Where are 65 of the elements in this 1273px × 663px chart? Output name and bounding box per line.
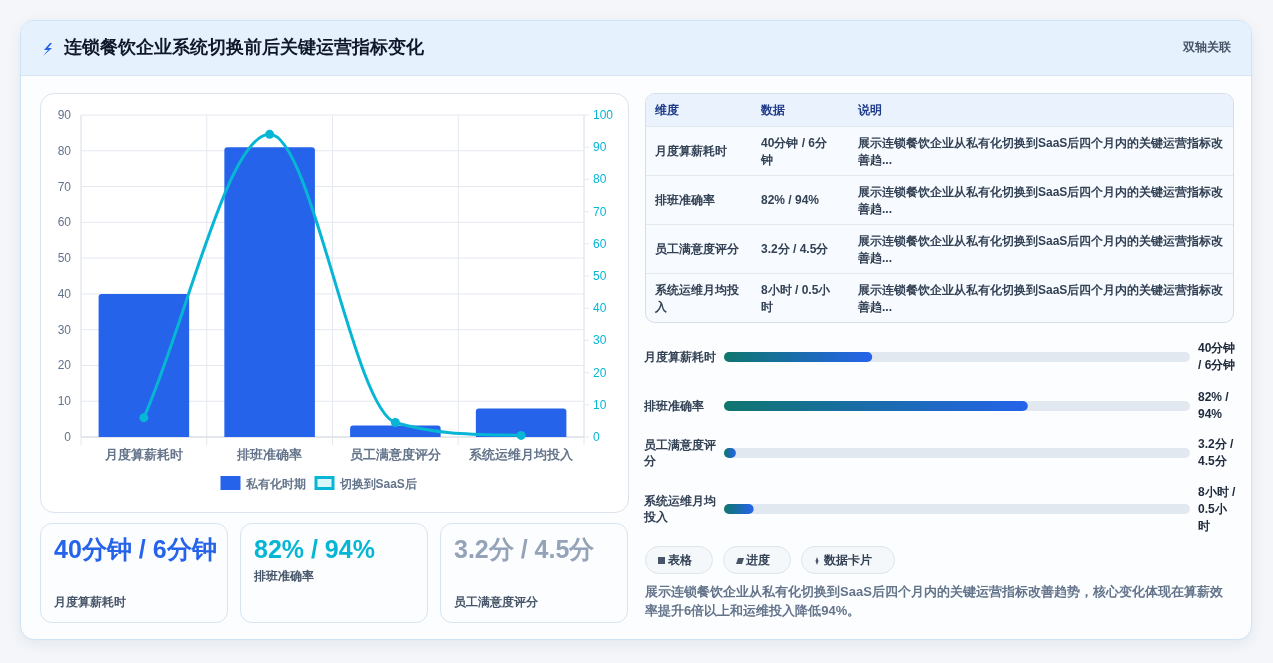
x-tick-label: 月度算薪耗时 [103, 447, 183, 462]
y-tick-label: 80 [57, 143, 72, 158]
y2-tick-label: 50 [593, 269, 607, 283]
data-label: 40分钟 / 6分钟 [1198, 340, 1237, 374]
bar [98, 293, 190, 437]
y2-tick-label: 30 [593, 333, 607, 348]
y-tick-label: 60 [57, 215, 72, 230]
text: 8小时 / 0.5小时 [761, 281, 832, 316]
data-label: 3.2分 / 4.5分 [1198, 436, 1235, 470]
text: 员工满意度评分 [454, 594, 539, 611]
x-tick-label: 排班准确率 [236, 447, 303, 462]
text: 数据 [761, 101, 786, 119]
y-tick-label: 90 [57, 108, 72, 122]
y-tick-label: 排班准确率 [644, 398, 705, 415]
y-tick-label: 系统运维月均投入 [644, 493, 717, 526]
y2-tick-label: 40 [593, 301, 607, 316]
bar [475, 408, 567, 437]
text: 82% / 94% [254, 535, 375, 563]
text: 说明 [858, 101, 883, 119]
text: 展示连锁餐饮企业从私有化切换到SaaS后四个月内的关键运营指标改善趋... [858, 183, 1225, 218]
y-tick-label: 30 [57, 322, 72, 337]
y-tick-label: 0 [64, 430, 72, 444]
y2-tick-label: 90 [593, 140, 607, 155]
text: 展示连锁餐饮企业从私有化切换到SaaS后四个月内的关键运营指标改善趋... [858, 281, 1225, 316]
text: 月度算薪耗时 [655, 143, 728, 160]
text: 数据卡片 [824, 552, 873, 569]
y-tick-label: 50 [57, 251, 72, 266]
chart-title: 连锁餐饮企业系统切换前后关键运营指标变化 [64, 36, 425, 59]
text: 展示连锁餐饮企业从私有化切换到SaaS后四个月内的关键运营指标改善趋... [858, 232, 1225, 267]
y2-tick-label: 10 [593, 397, 607, 412]
y2-tick-label: 0 [593, 430, 600, 444]
text: 40分钟 / 6分钟 [761, 134, 829, 169]
y2-tick-label: 20 [593, 365, 607, 380]
point [516, 430, 526, 440]
text: 进度 [746, 552, 771, 569]
text: 表格 [668, 552, 693, 569]
y-tick-label: 10 [57, 394, 72, 409]
y-tick-label: 20 [57, 358, 72, 373]
y-tick-label: 40 [57, 286, 72, 301]
y2-tick-label: 60 [593, 236, 607, 251]
text: 维度 [655, 101, 680, 119]
point [390, 418, 400, 428]
y2-tick-label: 100 [593, 108, 614, 122]
text: 展示连锁餐饮企业从私有化切换到SaaS后四个月内的关键运营指标改善趋... [858, 134, 1225, 169]
legend-label: 私有化时期 [244, 477, 306, 491]
point [139, 413, 149, 423]
x-tick-label: 员工满意度评分 [349, 447, 442, 462]
data-label: 82% / 94% [1198, 389, 1230, 423]
y-tick-label: 月度算薪耗时 [644, 349, 717, 366]
text: 双轴关联 [1182, 39, 1231, 56]
data-label: 8小时 / 0.5小时 [1198, 483, 1237, 535]
text: 82% / 94% [761, 192, 821, 209]
y-tick-label: 70 [57, 179, 72, 194]
bar [224, 147, 315, 437]
text: 40分钟 / 6分钟 [54, 535, 218, 565]
y2-tick-label: 80 [593, 172, 607, 187]
point [265, 129, 275, 139]
text: 3.2分 / 4.5分 [454, 535, 596, 565]
legend-label: 切换到SaaS后 [338, 477, 417, 491]
x-tick-label: 系统运维月均投入 [468, 447, 575, 462]
text: 排班准确率 [254, 568, 315, 585]
y2-tick-label: 70 [593, 204, 607, 219]
text: 展示连锁餐饮企业从私有化切换到SaaS后四个月内的关键运营指标改善趋势，核心变化体现在算薪效率提升6倍以上和运维投入降低94%。 [645, 583, 1224, 620]
text: 3.2分 / 4.5分 [761, 241, 830, 258]
text: 员工满意度评分 [655, 241, 740, 258]
